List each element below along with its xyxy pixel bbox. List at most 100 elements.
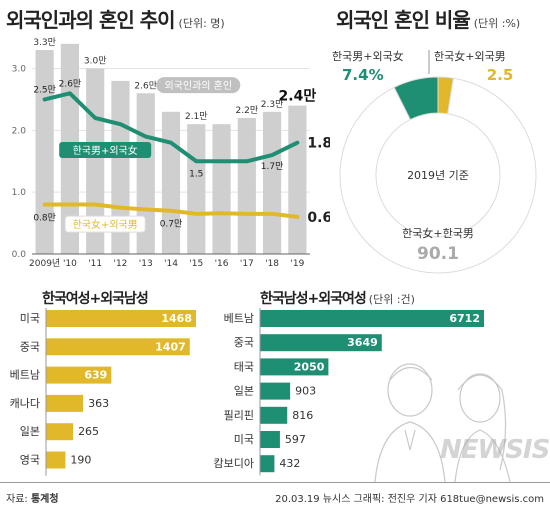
bar-right-title: 한국남성+외국여성 [260,291,367,307]
left-bar [46,423,74,441]
women-line-value-label: 0.8만 [33,213,56,224]
bar-right-unit: (단위 :건) [368,293,415,306]
donut-label-men: 한국男+외국女 [332,49,404,63]
men-line-value-label: 1.7만 [261,161,284,172]
donut-value-korean: 90.1 [417,244,459,264]
x-tick-label: '11 [88,259,102,269]
total-bar [212,124,231,254]
total-bar [161,111,181,255]
bar-right-title-wrap: 한국남성+외국여성 (단위 :건) [260,288,415,308]
left-bar [46,310,196,327]
korean-men-foreign-women-bars: 베트남 6712 중국 3649 태국 2050 일본 903 필리핀 816 미국 597 캄보디아 4… [214,308,484,476]
right-bar [260,382,291,400]
x-tick-label: '13 [139,259,153,269]
total-value-label: 2.4만 [279,89,317,105]
left-bar [46,366,112,384]
right-value-label: 6712 [449,312,480,325]
x-tick-label: '15 [189,259,203,269]
left-value-label: 1468 [161,312,192,325]
women-line-value-label: 0.6만 [307,210,330,226]
right-bar [260,358,329,376]
kr-men-foreign-women-line [42,91,300,164]
x-tick-label: '16 [215,259,229,269]
kr-women-foreign-men-line [42,202,300,219]
right-category-label: 중국 [234,336,254,349]
total-bar [237,118,256,254]
right-category-label: 캄보디아 [214,457,254,470]
left-value-label: 363 [88,397,109,410]
marriage-ratio-donut: 2019년 기준 한국男+외국女 7.4% 한국女+외국男 2.5 한국女+한국男 90.1 [332,49,537,274]
left-category-label: 베트남 [10,369,40,382]
total-value-label: 2.6만 [134,80,157,91]
men-line-value-label: 2.5만 [33,84,56,95]
right-bar [260,310,484,327]
left-category-label: 캐나다 [10,397,40,410]
donut-center-text: 2019년 기준 [407,169,469,182]
couple-illustration [374,363,511,482]
donut-chart-unit: (단위 :%) [473,17,521,30]
total-value-label: 2.2만 [236,105,259,116]
x-tick-label: '19 [290,259,304,269]
donut-value-men: 7.4% [342,66,384,84]
right-category-label: 태국 [234,360,254,373]
watermark: NEWSIS [440,435,550,465]
right-category-label: 일본 [234,384,254,398]
right-value-label: 597 [285,433,306,446]
men-line-value-label: 1.5 [189,169,203,179]
right-value-label: 432 [279,457,300,470]
right-value-label: 3649 [347,336,378,349]
donut-label-korean: 한국女+한국男 [402,226,474,240]
annotation-pill [156,77,241,94]
right-category-label: 베트남 [224,312,254,325]
x-tick-label: '14 [164,259,178,269]
korean-women-foreign-men-bars: 미국 1468 중국 1407 베트남 639 캐나다 363 일본 265 영국 190 [10,308,196,476]
left-bar [46,451,66,469]
right-value-label: 903 [295,385,316,398]
x-tick-label: '17 [240,259,254,269]
right-value-label: 2050 [294,360,325,373]
donut-value-women: 2.5 [487,66,514,84]
men-line-value-label: 2.6만 [59,78,82,89]
women-line-value-label: 0.7만 [160,219,183,230]
donut-chart-title: 외국인 혼인 비율 (단위 :%) [336,4,520,33]
women-series-label-box [64,215,146,233]
line-chart-unit: (단위: 명) [178,17,225,30]
men-line-value-label: 1.8만 [307,136,330,152]
right-category-label: 필리핀 [224,409,254,422]
total-bar [262,111,282,255]
left-category-label: 영국 [20,454,40,467]
donut-chart-title-text: 외국인 혼인 비율 [336,8,471,32]
left-bar [46,338,190,356]
x-tick-label: 2009년 [29,258,60,269]
right-category-label: 미국 [234,433,254,446]
left-value-label: 1407 [155,340,186,353]
credit-line: 20.03.19 뉴시스 그래픽: 전진우 기자 618tue@newsis.c… [275,494,544,505]
left-value-label: 190 [70,454,91,467]
footer-divider [0,482,550,483]
annotation-text: 외국인과의 혼인 [164,79,232,92]
y-tick-label: 2.0 [12,126,27,136]
line-chart-title: 외국인과의 혼인 추이 (단위: 명) [6,4,225,33]
left-category-label: 미국 [20,312,40,325]
left-bar [46,394,84,412]
men-series-label-box [59,142,152,158]
source-text: 통계청 [30,494,59,505]
source-line: 자료: 통계청 [6,490,59,505]
total-value-label: 3.3만 [33,37,56,48]
donut-label-women: 한국女+외국男 [434,49,506,63]
x-tick-label: '12 [113,259,127,269]
left-value-label: 639 [84,369,107,382]
left-category-label: 중국 [20,340,40,353]
men-series-label: 한국男+외국女 [73,144,138,157]
right-bar [260,334,382,352]
right-bar [260,406,288,424]
source-label: 자료: [6,494,28,505]
right-bar [260,431,280,448]
women-series-label: 한국女+외국男 [73,218,138,231]
right-bar [260,455,275,473]
x-tick-label: '10 [63,259,77,269]
y-tick-label: 3.0 [12,65,27,75]
x-tick-label: '18 [265,259,279,269]
total-bar [187,124,206,254]
line-chart-title-text: 외국인과의 혼인 추이 [6,8,176,32]
